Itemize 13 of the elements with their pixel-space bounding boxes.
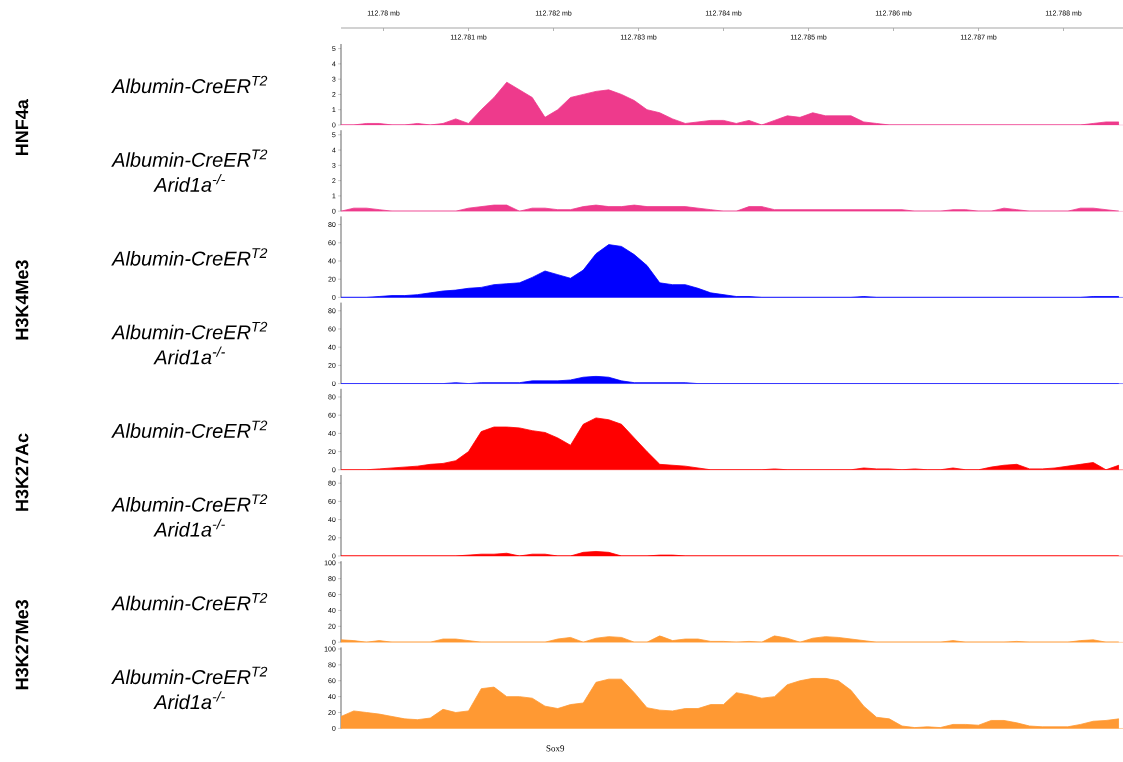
chart-title: Albumin-CreER$^{T2}$ Arid1a$^{-/-}$ [111, 321, 268, 365]
text: Albumin-CreER$^{T2}$ [111, 592, 268, 611]
y-axis-title: H3K4Me3 [15, 260, 29, 340]
chart-title: Albumin-CreER$^{T2}$ Arid1a$^{-/-}$ [111, 666, 268, 710]
text: Albumin-CreER$^{T2}$ [111, 420, 268, 439]
text: Sox9 [546, 745, 565, 752]
y-axis-title: HNF4a [15, 99, 29, 155]
chart-title: Albumin-CreER$^{T2}$ Arid1a$^{-/-}$ [111, 494, 268, 537]
chart-title: Albumin-CreER$^{T2}$ Arid1a$^{-/-}$ [111, 149, 268, 192]
text: Albumin-CreER$^{T2}$ [111, 248, 268, 266]
text: Albumin-CreER$^{T2}$ [111, 75, 268, 94]
y-axis-title: H3K27Me3 [15, 600, 29, 690]
y-axis-title: H3K27Ac [15, 433, 29, 511]
